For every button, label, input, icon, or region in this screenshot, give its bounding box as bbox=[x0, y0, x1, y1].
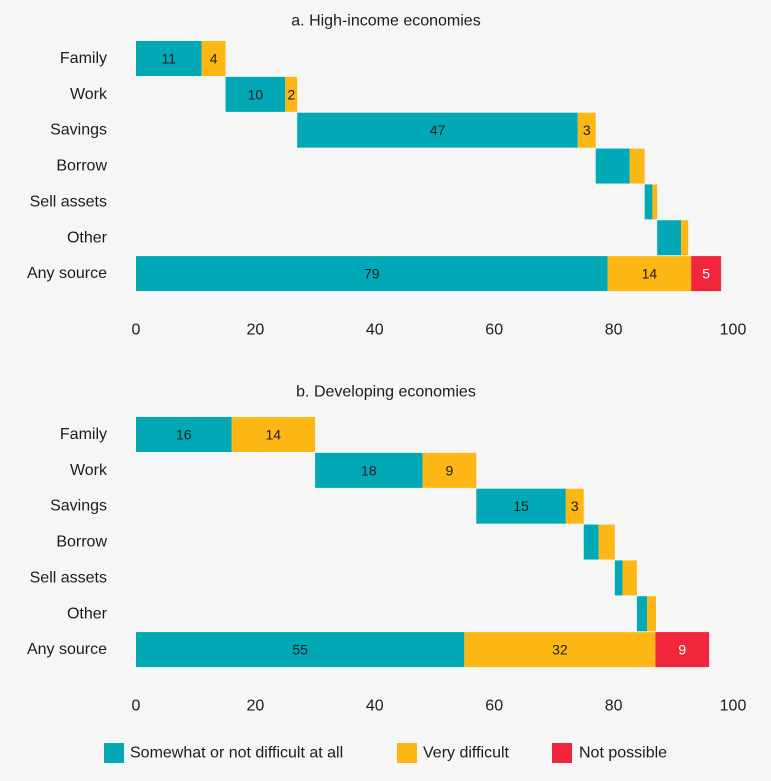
data-label: 14 bbox=[266, 427, 282, 443]
bar-segment-not-difficult bbox=[297, 112, 578, 148]
x-tick-label: 0 bbox=[132, 322, 141, 339]
legend-item-very-difficult: Very difficult bbox=[397, 743, 510, 763]
bar-segment-very-difficult bbox=[464, 632, 656, 668]
category-label: Other bbox=[67, 229, 108, 246]
bar-segment-very-difficult bbox=[577, 112, 596, 148]
bar-segment-not-difficult bbox=[614, 560, 623, 596]
bar-segment-not-difficult bbox=[657, 220, 682, 256]
data-label: 9 bbox=[678, 642, 686, 658]
x-tick-label: 100 bbox=[720, 698, 747, 715]
category-label: Savings bbox=[50, 122, 107, 139]
bar-segment-very-difficult bbox=[285, 76, 298, 112]
category-label: Work bbox=[70, 462, 108, 479]
x-tick-label: 60 bbox=[485, 698, 503, 715]
legend-swatch bbox=[552, 743, 572, 763]
panel-high-income: a. High-income economies Family 11 4 Work 10… bbox=[27, 13, 746, 339]
bar-segment-very-difficult bbox=[598, 524, 615, 560]
legend-swatch bbox=[104, 743, 124, 763]
bar-segment-not-difficult bbox=[315, 452, 423, 488]
data-label: 4 bbox=[210, 51, 218, 67]
bar-segment-not-difficult bbox=[136, 632, 465, 668]
x-tick-label: 40 bbox=[366, 322, 384, 339]
panel-title: a. High-income economies bbox=[291, 13, 480, 30]
legend-item-not-difficult: Somewhat or not difficult at all bbox=[104, 743, 343, 763]
category-label: Work bbox=[70, 86, 108, 103]
x-tick-label: 40 bbox=[366, 698, 384, 715]
data-label: 3 bbox=[583, 122, 591, 138]
data-label: 32 bbox=[552, 642, 568, 658]
category-label: Family bbox=[60, 50, 107, 67]
legend-swatch bbox=[397, 743, 417, 763]
bar-segment-very-difficult bbox=[629, 148, 645, 184]
category-label: Other bbox=[67, 605, 108, 622]
x-tick-label: 60 bbox=[485, 322, 503, 339]
bar-segment-very-difficult bbox=[652, 184, 658, 220]
data-label: 3 bbox=[571, 498, 579, 514]
category-label: Any source bbox=[27, 265, 107, 282]
bar-segment-very-difficult bbox=[422, 452, 477, 488]
bar-segment-not-possible bbox=[655, 632, 710, 668]
legend-label: Not possible bbox=[579, 745, 667, 762]
bar-segment-very-difficult bbox=[607, 256, 692, 292]
data-label: 79 bbox=[364, 266, 380, 282]
data-label: 18 bbox=[361, 462, 377, 478]
bar-segment-very-difficult bbox=[201, 41, 226, 76]
x-tick-label: 100 bbox=[720, 322, 747, 339]
bar-segment-not-difficult bbox=[136, 41, 202, 76]
panel-developing: b. Developing economies Family 16 14 Work 18… bbox=[27, 384, 746, 715]
bar-segment-very-difficult bbox=[231, 417, 316, 452]
bar-segment-very-difficult bbox=[622, 560, 637, 596]
legend-label: Somewhat or not difficult at all bbox=[130, 745, 343, 762]
bar-segment-not-difficult bbox=[636, 596, 648, 632]
x-tick-label: 20 bbox=[247, 698, 265, 715]
category-label: Any source bbox=[27, 641, 107, 658]
x-tick-label: 80 bbox=[605, 322, 623, 339]
category-label: Borrow bbox=[56, 158, 107, 175]
category-label: Borrow bbox=[56, 534, 107, 551]
category-label: Family bbox=[60, 426, 107, 443]
data-label: 11 bbox=[162, 51, 177, 67]
data-label: 47 bbox=[430, 122, 446, 138]
legend: Somewhat or not difficult at all Very di… bbox=[104, 743, 667, 763]
data-label: 5 bbox=[702, 266, 710, 282]
data-label: 2 bbox=[287, 86, 295, 102]
category-label: Savings bbox=[50, 498, 107, 515]
bar-segment-not-possible bbox=[691, 256, 722, 292]
bar-segment-not-difficult bbox=[644, 184, 653, 220]
data-label: 14 bbox=[642, 266, 658, 282]
legend-item-not-possible: Not possible bbox=[552, 743, 667, 763]
category-label: Sell assets bbox=[30, 193, 107, 210]
bar-segment-not-difficult bbox=[136, 256, 608, 292]
data-label: 10 bbox=[248, 86, 264, 102]
bar-segment-very-difficult bbox=[647, 596, 656, 632]
legend-label: Very difficult bbox=[423, 745, 510, 762]
bar-segment-not-difficult bbox=[136, 417, 232, 452]
category-label: Sell assets bbox=[30, 569, 107, 586]
bar-segment-not-difficult bbox=[595, 148, 630, 184]
x-tick-label: 20 bbox=[247, 322, 265, 339]
bar-segment-not-difficult bbox=[225, 76, 286, 112]
data-label: 15 bbox=[513, 498, 529, 514]
bar-segment-not-difficult bbox=[476, 488, 566, 524]
data-label: 55 bbox=[292, 642, 308, 658]
bar-segment-very-difficult bbox=[681, 220, 689, 256]
bar-segment-very-difficult bbox=[565, 488, 584, 524]
x-tick-label: 80 bbox=[605, 698, 623, 715]
data-label: 9 bbox=[446, 462, 454, 478]
panel-title: b. Developing economies bbox=[296, 384, 476, 401]
data-label: 16 bbox=[176, 427, 192, 443]
bar-segment-not-difficult bbox=[583, 524, 599, 560]
x-tick-label: 0 bbox=[132, 698, 141, 715]
